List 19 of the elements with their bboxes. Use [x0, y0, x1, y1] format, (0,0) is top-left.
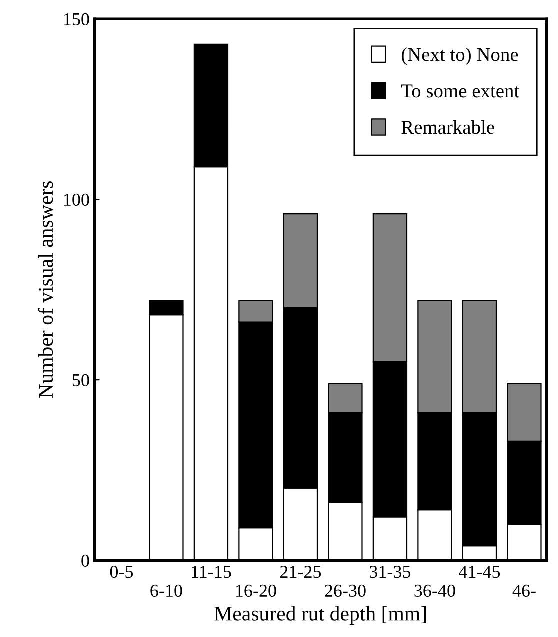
- legend-label: To some extent: [401, 84, 520, 98]
- x-tick-label: 0-5: [110, 566, 134, 578]
- x-tick-label: 41-45: [459, 566, 500, 578]
- x-tick-label: 31-35: [370, 566, 411, 578]
- y-tick-label: 100: [64, 194, 90, 206]
- x-tick-label: 36-40: [414, 584, 456, 598]
- x-tick-label: 21-25: [280, 566, 322, 578]
- y-axis-title: Number of visual answers: [38, 182, 54, 398]
- x-tick-label: 46-: [512, 584, 536, 598]
- x-tick-label: 11-15: [192, 566, 232, 578]
- y-tick-label: 50: [72, 374, 90, 387]
- x-tick-label: 16-20: [236, 584, 276, 598]
- x-axis-title: Measured rut depth [mm]: [214, 606, 426, 626]
- y-tick-label: 0: [82, 554, 90, 567]
- x-tick-label: 26-30: [325, 584, 366, 598]
- legend-label: (Next to) None: [402, 48, 518, 66]
- legend-label: Remarkable: [402, 120, 494, 134]
- y-tick-label: 150: [64, 13, 90, 26]
- x-tick-label: 6-10: [150, 584, 182, 598]
